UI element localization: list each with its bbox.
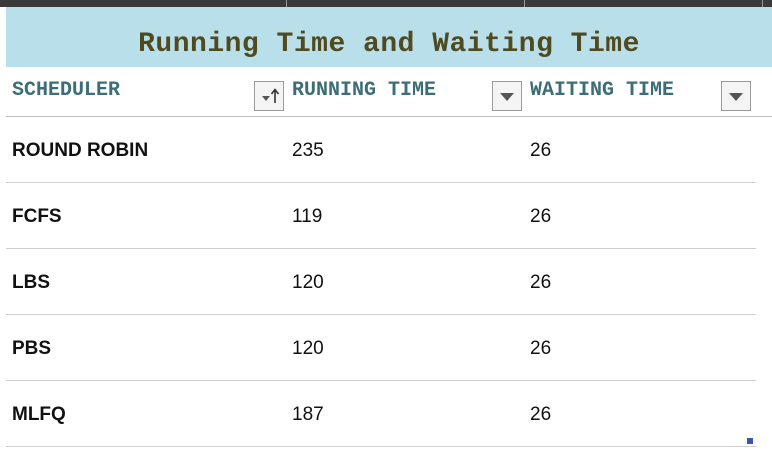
running-time-cell[interactable]: 119 <box>292 206 323 227</box>
waiting-time-cell[interactable]: 26 <box>530 206 552 227</box>
scheduler-cell[interactable]: PBS <box>12 338 52 359</box>
scheduler-cell[interactable]: MLFQ <box>12 404 66 425</box>
table-title: Running Time and Waiting Time <box>138 29 640 60</box>
column-header-waiting-time[interactable]: WAITING TIME <box>530 79 675 102</box>
table-row[interactable]: ROUND ROBIN 235 26 <box>6 118 756 183</box>
sort-ascending-icon <box>262 88 280 103</box>
column-header-running-time[interactable]: RUNNING TIME <box>292 79 437 102</box>
running-time-cell[interactable]: 235 <box>292 140 324 161</box>
sort-filter-button-scheduler[interactable] <box>254 81 284 111</box>
scheduler-cell[interactable]: ROUND ROBIN <box>12 140 149 161</box>
filter-button-waiting-time[interactable] <box>721 81 751 111</box>
waiting-time-cell[interactable]: 26 <box>530 140 552 161</box>
dropdown-arrow-icon <box>500 93 514 101</box>
dropdown-arrow-icon <box>729 93 743 101</box>
table-row[interactable]: LBS 120 26 <box>6 250 756 315</box>
scheduler-cell[interactable]: FCFS <box>12 206 62 227</box>
column-separator <box>762 0 763 7</box>
running-time-cell[interactable]: 120 <box>292 272 324 293</box>
table-row[interactable]: FCFS 119 26 <box>6 184 756 249</box>
filter-button-running-time[interactable] <box>492 81 522 111</box>
column-header-scheduler[interactable]: SCHEDULER <box>12 79 121 102</box>
running-time-cell[interactable]: 187 <box>292 404 324 425</box>
waiting-time-cell[interactable]: 26 <box>530 338 552 359</box>
table-row[interactable]: PBS 120 26 <box>6 316 756 381</box>
table-header-row: SCHEDULER RUNNING TIME WAITING TIME <box>6 67 772 117</box>
running-time-cell[interactable]: 120 <box>292 338 324 359</box>
table-row[interactable]: MLFQ 187 26 <box>6 382 756 447</box>
waiting-time-cell[interactable]: 26 <box>530 272 552 293</box>
waiting-time-cell[interactable]: 26 <box>530 404 552 425</box>
column-separator <box>286 0 287 7</box>
top-strip <box>0 0 772 7</box>
scheduler-cell[interactable]: LBS <box>12 272 50 293</box>
table-resize-handle[interactable] <box>747 438 753 444</box>
column-separator <box>524 0 525 7</box>
table-title-bar: Running Time and Waiting Time <box>6 7 772 67</box>
